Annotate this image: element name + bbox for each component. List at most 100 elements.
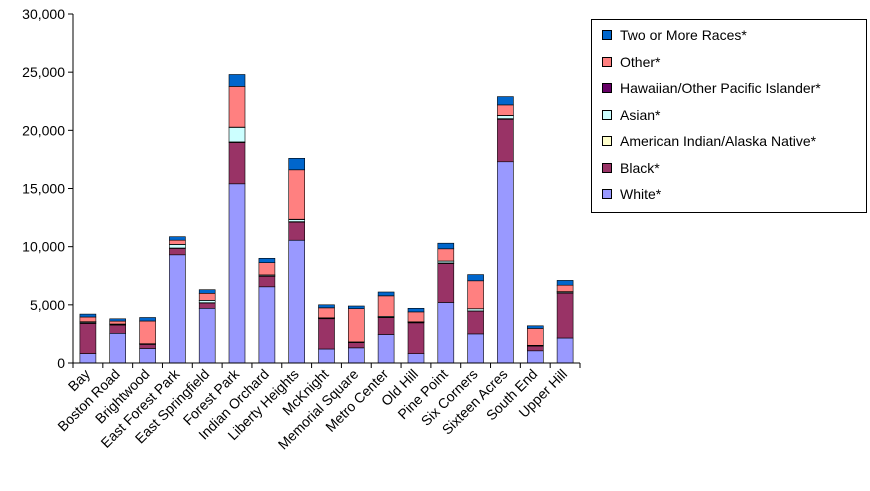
bar-segment <box>467 333 484 364</box>
bar-segment <box>318 304 335 309</box>
bar-segment <box>139 320 156 345</box>
bar-segment <box>526 345 544 352</box>
bar-segment <box>139 344 156 349</box>
bar-segment <box>169 248 186 256</box>
bar-segment <box>407 307 425 313</box>
bar-segment <box>467 310 484 335</box>
bar-segment <box>198 292 216 301</box>
legend-swatch <box>602 30 612 40</box>
bar-segment <box>288 221 306 241</box>
bar-segment <box>228 142 246 185</box>
bar-segment <box>288 240 306 364</box>
y-tick-label: 20,000 <box>22 122 65 138</box>
bar-segment <box>497 115 514 119</box>
legend-swatch <box>602 109 612 120</box>
legend-item: American Indian/Alaska Native* <box>602 131 816 151</box>
bar-segment <box>407 311 425 323</box>
bar-segment <box>318 307 335 319</box>
bar-segment <box>556 284 574 292</box>
bar-segment <box>169 244 186 249</box>
bar-segment <box>556 280 574 286</box>
bar-segment <box>169 236 186 241</box>
bar-segment <box>198 302 216 309</box>
legend-label: Black* <box>620 159 660 176</box>
legend-swatch <box>602 56 612 67</box>
bar-segment <box>258 286 276 364</box>
bar-segment <box>497 161 514 364</box>
y-tick-label: 0 <box>57 355 65 371</box>
legend-swatch <box>602 162 612 173</box>
legend-item: Asian* <box>602 105 660 125</box>
legend-swatch <box>602 136 612 146</box>
bar-segment <box>79 353 97 364</box>
bar-segment <box>347 342 365 349</box>
legend-item: Two or More Races* <box>602 25 747 45</box>
bar-segment <box>377 334 395 364</box>
bar-segment <box>377 295 395 317</box>
bar-segment <box>109 320 126 325</box>
bar-segment <box>556 292 574 339</box>
bar-segment <box>437 242 455 250</box>
bar-segment <box>437 248 455 262</box>
bar-segment <box>377 291 395 297</box>
y-tick-label: 25,000 <box>22 64 65 80</box>
legend-label: Asian* <box>620 106 661 123</box>
bar-segment <box>318 348 335 364</box>
bar-segment <box>467 280 484 309</box>
bar-segment <box>318 318 335 350</box>
bar-segment <box>228 74 246 87</box>
bar-segment <box>526 350 544 364</box>
bar-segment <box>497 119 514 163</box>
bar-segment <box>437 302 455 364</box>
bar-segment <box>467 308 484 312</box>
bar-segment <box>497 96 514 106</box>
legend-item: Other* <box>602 52 660 72</box>
bar-segment <box>347 308 365 343</box>
legend: Two or More Races* Other* Hawaiian/Other P… <box>591 19 867 213</box>
bar-segment <box>556 337 574 364</box>
legend-item: White* <box>602 184 661 204</box>
bar-segment <box>347 347 365 364</box>
bar-segment <box>526 328 544 346</box>
bar-segment <box>288 158 306 171</box>
legend-item: Hawaiian/Other Pacific Islander* <box>602 78 821 98</box>
bar-segment <box>258 262 276 276</box>
bar-segment <box>198 307 216 364</box>
bar-segment <box>139 317 156 322</box>
y-tick-label: 15,000 <box>22 181 65 197</box>
y-tick-label: 10,000 <box>22 239 65 255</box>
bar-segment <box>467 274 484 282</box>
bar-segment <box>109 324 126 334</box>
bars-group <box>79 74 574 364</box>
bar-segment <box>169 254 186 364</box>
legend-label: Other* <box>620 53 661 70</box>
bar-segment <box>407 353 425 364</box>
legend-label: White* <box>620 186 662 202</box>
legend-item: Black* <box>602 158 660 178</box>
bar-segment <box>228 127 246 143</box>
bar-segment <box>169 239 186 245</box>
legend-label: Hawaiian/Other Pacific Islander* <box>620 80 821 96</box>
bar-segment <box>377 317 395 335</box>
bar-segment <box>288 219 306 222</box>
bar-segment <box>79 313 97 318</box>
bar-segment <box>198 289 216 294</box>
bar-segment <box>258 257 276 263</box>
legend-swatch <box>602 83 612 93</box>
bar-segment <box>79 323 97 354</box>
bar-segment <box>139 348 156 364</box>
bar-segment <box>228 183 246 364</box>
bar-segment <box>497 104 514 116</box>
y-tick-label: 5,000 <box>30 297 65 313</box>
bar-segment <box>109 332 126 364</box>
bar-segment <box>79 316 97 322</box>
bar-segment <box>288 169 306 220</box>
bar-segment <box>347 305 365 310</box>
bar-segment <box>258 275 276 288</box>
legend-label: Two or More Races* <box>620 27 747 43</box>
bar-segment <box>526 325 544 329</box>
legend-swatch <box>602 189 612 199</box>
legend-label: American Indian/Alaska Native* <box>620 133 817 149</box>
bar-segment <box>407 322 425 354</box>
